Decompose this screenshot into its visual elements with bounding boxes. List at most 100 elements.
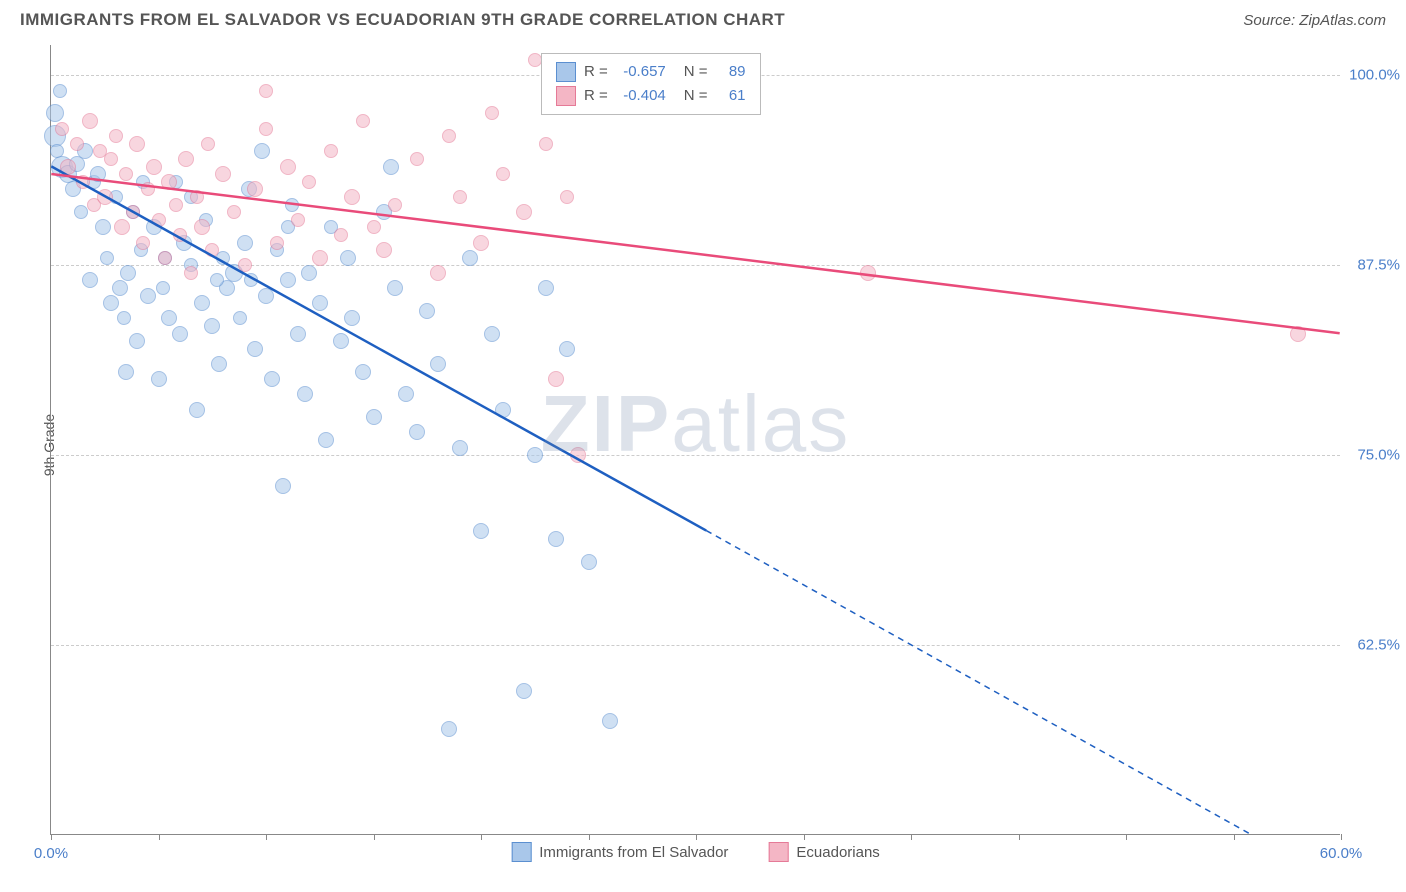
scatter-point-ecuadorians: [169, 198, 183, 212]
scatter-point-ecuadorians: [178, 151, 194, 167]
scatter-point-ecuadorians: [560, 190, 574, 204]
bottom-legend-item: Immigrants from El Salvador: [511, 842, 728, 862]
scatter-point-el_salvador: [280, 272, 296, 288]
scatter-point-el_salvador: [237, 235, 253, 251]
legend-swatch: [511, 842, 531, 862]
chart-container: 9th Grade ZIPatlas R =-0.657N =89R =-0.4…: [50, 45, 1390, 845]
scatter-point-el_salvador: [290, 326, 306, 342]
scatter-point-el_salvador: [90, 166, 106, 182]
scatter-point-el_salvador: [344, 310, 360, 326]
scatter-point-el_salvador: [100, 251, 114, 265]
scatter-point-ecuadorians: [205, 243, 219, 257]
scatter-point-ecuadorians: [201, 137, 215, 151]
scatter-point-el_salvador: [602, 713, 618, 729]
scatter-point-el_salvador: [233, 311, 247, 325]
scatter-point-ecuadorians: [194, 219, 210, 235]
scatter-point-el_salvador: [581, 554, 597, 570]
x-tick: [911, 834, 912, 840]
scatter-point-ecuadorians: [136, 236, 150, 250]
scatter-point-ecuadorians: [173, 228, 187, 242]
scatter-point-ecuadorians: [516, 204, 532, 220]
scatter-point-ecuadorians: [97, 189, 113, 205]
scatter-point-ecuadorians: [82, 113, 98, 129]
scatter-point-el_salvador: [151, 371, 167, 387]
source-attribution: Source: ZipAtlas.com: [1243, 12, 1386, 29]
x-tick: [1341, 834, 1342, 840]
scatter-point-el_salvador: [258, 288, 274, 304]
x-tick: [481, 834, 482, 840]
regression-line-ecuadorians: [51, 174, 1339, 333]
scatter-point-el_salvador: [211, 356, 227, 372]
scatter-point-el_salvador: [484, 326, 500, 342]
scatter-point-ecuadorians: [238, 258, 252, 272]
scatter-point-el_salvador: [452, 440, 468, 456]
legend-swatch: [768, 842, 788, 862]
x-tick: [159, 834, 160, 840]
stats-legend-row-el_salvador: R = -0.657 N = 89: [556, 60, 746, 84]
scatter-point-el_salvador: [112, 280, 128, 296]
stats-legend: R = -0.657 N = 89R = -0.404 N = 61: [541, 53, 761, 115]
scatter-point-ecuadorians: [184, 266, 198, 280]
x-tick: [1126, 834, 1127, 840]
scatter-point-ecuadorians: [259, 122, 273, 136]
scatter-point-el_salvador: [538, 280, 554, 296]
x-tick: [804, 834, 805, 840]
scatter-point-ecuadorians: [367, 220, 381, 234]
scatter-point-el_salvador: [120, 265, 136, 281]
scatter-point-el_salvador: [430, 356, 446, 372]
scatter-point-ecuadorians: [324, 144, 338, 158]
r-label: R =: [584, 60, 608, 84]
y-tick-label: 75.0%: [1345, 447, 1400, 464]
scatter-point-ecuadorians: [496, 167, 510, 181]
scatter-point-el_salvador: [53, 84, 67, 98]
scatter-point-el_salvador: [194, 295, 210, 311]
x-tick: [696, 834, 697, 840]
r-label: R =: [584, 84, 608, 108]
y-tick-label: 87.5%: [1345, 257, 1400, 274]
scatter-point-ecuadorians: [291, 213, 305, 227]
chart-title: IMMIGRANTS FROM EL SALVADOR VS ECUADORIA…: [20, 10, 785, 30]
scatter-point-el_salvador: [129, 333, 145, 349]
scatter-point-el_salvador: [441, 721, 457, 737]
stats-legend-row-ecuadorians: R =-0.404N =61: [556, 84, 746, 108]
scatter-point-el_salvador: [559, 341, 575, 357]
scatter-point-el_salvador: [46, 104, 64, 122]
scatter-point-ecuadorians: [215, 166, 231, 182]
n-label: N =: [684, 60, 708, 84]
scatter-point-ecuadorians: [146, 159, 162, 175]
scatter-point-ecuadorians: [109, 129, 123, 143]
scatter-point-el_salvador: [82, 272, 98, 288]
scatter-point-ecuadorians: [55, 122, 69, 136]
scatter-point-el_salvador: [156, 281, 170, 295]
x-tick: [51, 834, 52, 840]
scatter-point-el_salvador: [318, 432, 334, 448]
bottom-legend-item: Ecuadorians: [768, 842, 879, 862]
scatter-point-ecuadorians: [270, 236, 284, 250]
scatter-point-ecuadorians: [442, 129, 456, 143]
scatter-point-el_salvador: [387, 280, 403, 296]
scatter-point-el_salvador: [247, 341, 263, 357]
n-value: 89: [716, 60, 746, 84]
scatter-point-el_salvador: [118, 364, 134, 380]
scatter-point-ecuadorians: [119, 167, 133, 181]
scatter-point-el_salvador: [297, 386, 313, 402]
r-value: -0.404: [616, 84, 666, 108]
scatter-point-ecuadorians: [60, 159, 76, 175]
scatter-point-el_salvador: [285, 198, 299, 212]
legend-label: Ecuadorians: [796, 844, 879, 861]
scatter-point-el_salvador: [419, 303, 435, 319]
r-value: -0.657: [616, 60, 666, 84]
scatter-point-ecuadorians: [376, 242, 392, 258]
legend-swatch: [556, 86, 576, 106]
scatter-point-el_salvador: [74, 205, 88, 219]
scatter-point-el_salvador: [548, 531, 564, 547]
scatter-point-ecuadorians: [860, 265, 876, 281]
source-prefix: Source:: [1243, 12, 1299, 29]
scatter-point-el_salvador: [103, 295, 119, 311]
n-value: 61: [716, 84, 746, 108]
scatter-point-ecuadorians: [70, 137, 84, 151]
scatter-point-el_salvador: [355, 364, 371, 380]
scatter-point-ecuadorians: [1290, 326, 1306, 342]
scatter-point-el_salvador: [366, 409, 382, 425]
scatter-point-ecuadorians: [344, 189, 360, 205]
